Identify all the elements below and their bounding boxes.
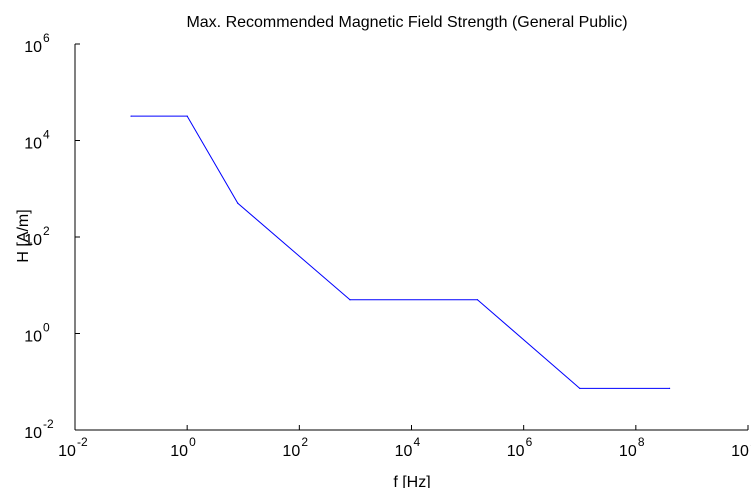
x-tick-label: 10 <box>731 443 749 460</box>
data-point <box>186 115 188 117</box>
data-point <box>579 387 581 389</box>
y-tick-label: 10 <box>24 425 42 442</box>
y-tick-exponent: 2 <box>43 224 50 238</box>
data-point <box>349 299 351 301</box>
y-tick-label: 10 <box>24 329 42 346</box>
plot-lines <box>130 115 671 389</box>
x-tick-label: 10 <box>282 443 300 460</box>
data-point <box>476 299 479 301</box>
x-tick-label: 10 <box>170 443 188 460</box>
x-tick-label: 10 <box>619 443 637 460</box>
data-point <box>237 202 239 204</box>
y-tick-exponent: 4 <box>43 128 50 142</box>
y-tick-exponent: 6 <box>43 31 50 45</box>
chart-title: Max. Recommended Magnetic Field Strength… <box>186 14 627 31</box>
x-tick-exponent: 0 <box>189 435 196 449</box>
x-tick-exponent: -2 <box>77 435 88 449</box>
y-tick-label: 10 <box>24 136 42 153</box>
x-axis-label: f [Hz] <box>393 474 430 488</box>
x-tick-exponent: 8 <box>638 435 645 449</box>
y-tick-exponent: -2 <box>43 417 54 431</box>
y-axis-label: H [A/m] <box>15 209 32 262</box>
y-tick-label: 10 <box>24 232 42 249</box>
series-line <box>131 115 670 389</box>
x-tick-exponent: 2 <box>301 435 308 449</box>
x-tick-exponent: 6 <box>526 435 533 449</box>
y-tick-label: 10 <box>24 39 42 56</box>
x-tick-label: 10 <box>395 443 413 460</box>
y-tick-exponent: 0 <box>43 321 50 335</box>
x-tick-label: 10 <box>507 443 525 460</box>
x-tick-exponent: 4 <box>414 435 421 449</box>
x-tick-label: 10 <box>58 443 76 460</box>
axes <box>74 44 748 431</box>
data-point <box>668 387 671 389</box>
data-point <box>130 115 132 117</box>
